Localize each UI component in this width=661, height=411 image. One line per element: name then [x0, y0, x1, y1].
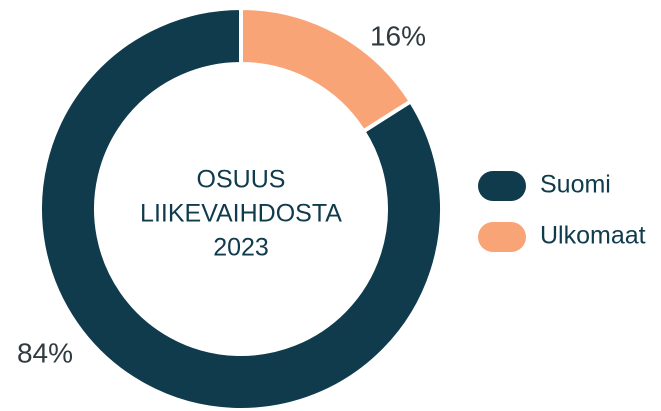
donut-segment	[38, 5, 444, 411]
center-label: 2023	[213, 234, 269, 262]
legend-swatch	[478, 171, 526, 201]
donut-segment	[239, 5, 414, 135]
value-label: 16%	[370, 20, 426, 51]
value-label: 84%	[17, 337, 73, 368]
legend-label: Ulkomaat	[540, 222, 646, 250]
legend-label: Suomi	[540, 171, 611, 199]
center-label: LIIKEVAIHDOSTA	[140, 200, 342, 228]
center-label: OSUUS	[197, 166, 286, 194]
legend-swatch	[478, 222, 526, 252]
